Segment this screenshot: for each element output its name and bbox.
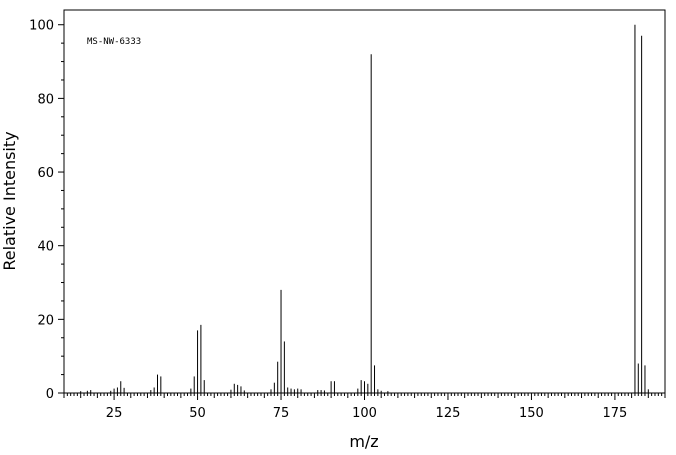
y-tick-label: 40 bbox=[37, 240, 54, 255]
y-axis-ticks: 0 20 40 60 80 100 bbox=[29, 19, 64, 402]
x-tick-label: 100 bbox=[352, 406, 377, 421]
x-axis-ticks: 25 50 75 100 125 150 175 bbox=[63, 393, 666, 421]
spectrum-peaks bbox=[80, 24, 649, 393]
x-tick-label: 50 bbox=[189, 406, 206, 421]
y-axis-title: Relative Intensity bbox=[0, 131, 19, 270]
x-tick-label: 150 bbox=[519, 406, 544, 421]
y-tick-label: 60 bbox=[37, 166, 54, 181]
y-tick-label: 20 bbox=[37, 313, 54, 328]
x-tick-label: 75 bbox=[273, 406, 290, 421]
y-tick-label: 0 bbox=[46, 387, 54, 402]
y-tick-label: 80 bbox=[37, 92, 54, 107]
x-tick-label: 25 bbox=[106, 406, 123, 421]
spectrum-id-annotation: MS-NW-6333 bbox=[87, 37, 141, 47]
plot-frame bbox=[63, 9, 666, 394]
x-tick-label: 175 bbox=[603, 406, 628, 421]
x-axis-title: m/z bbox=[349, 432, 378, 451]
y-tick-label: 100 bbox=[29, 19, 54, 34]
x-tick-label: 125 bbox=[436, 406, 461, 421]
